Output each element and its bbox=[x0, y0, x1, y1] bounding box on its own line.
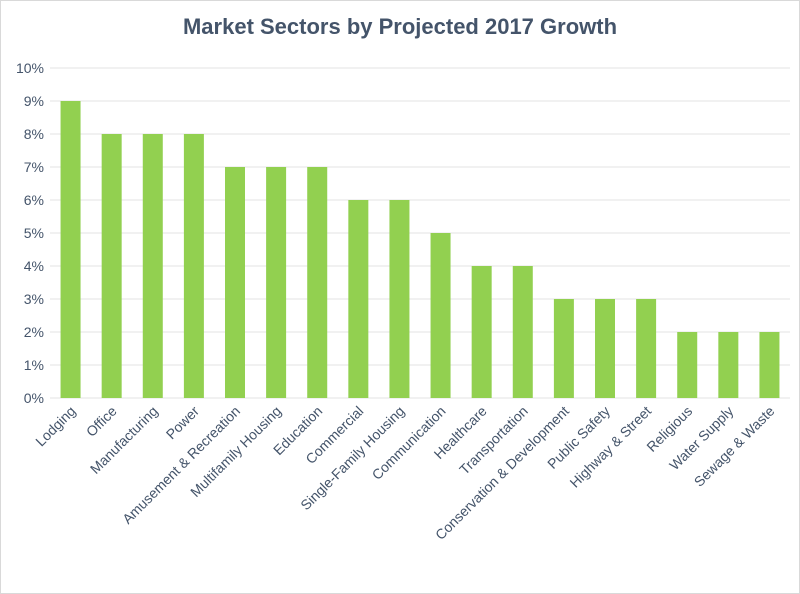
bar-lodging bbox=[60, 101, 81, 398]
y-tick-label: 3% bbox=[24, 291, 44, 307]
bar-office bbox=[101, 134, 122, 398]
y-tick-label: 5% bbox=[24, 225, 44, 241]
y-tick-label: 6% bbox=[24, 192, 44, 208]
bar-religious bbox=[677, 332, 698, 398]
bar-manufacturing bbox=[142, 134, 163, 398]
x-tick-label: Office bbox=[83, 403, 120, 440]
bar-healthcare bbox=[471, 266, 492, 398]
y-tick-label: 2% bbox=[24, 324, 44, 340]
x-tick-label: Lodging bbox=[32, 403, 79, 450]
y-tick-label: 8% bbox=[24, 126, 44, 142]
bar-conservation-development bbox=[553, 299, 574, 398]
bar-multifamily-housing bbox=[266, 167, 287, 398]
bar-education bbox=[307, 167, 328, 398]
bar-public-safety bbox=[595, 299, 615, 398]
bar-highway-street bbox=[636, 299, 657, 398]
y-tick-label: 10% bbox=[16, 60, 44, 76]
bar-power bbox=[183, 134, 204, 398]
y-tick-label: 9% bbox=[24, 93, 44, 109]
bar-sewage-waste bbox=[759, 332, 780, 398]
x-tick-label: Power bbox=[163, 403, 203, 443]
y-tick-label: 7% bbox=[24, 159, 44, 175]
bar-commercial bbox=[348, 200, 369, 398]
bar-communication bbox=[430, 233, 451, 398]
bar-amusement-recreation bbox=[225, 167, 245, 398]
x-tick-label: Communication bbox=[369, 403, 449, 483]
y-tick-label: 1% bbox=[24, 357, 44, 373]
bar-transportation bbox=[512, 266, 533, 398]
y-tick-label: 4% bbox=[24, 258, 44, 274]
bar-water-supply bbox=[718, 332, 739, 398]
y-tick-label: 0% bbox=[24, 390, 44, 406]
bar-single-family-housing bbox=[389, 200, 410, 398]
chart-title: Market Sectors by Projected 2017 Growth bbox=[182, 14, 618, 39]
